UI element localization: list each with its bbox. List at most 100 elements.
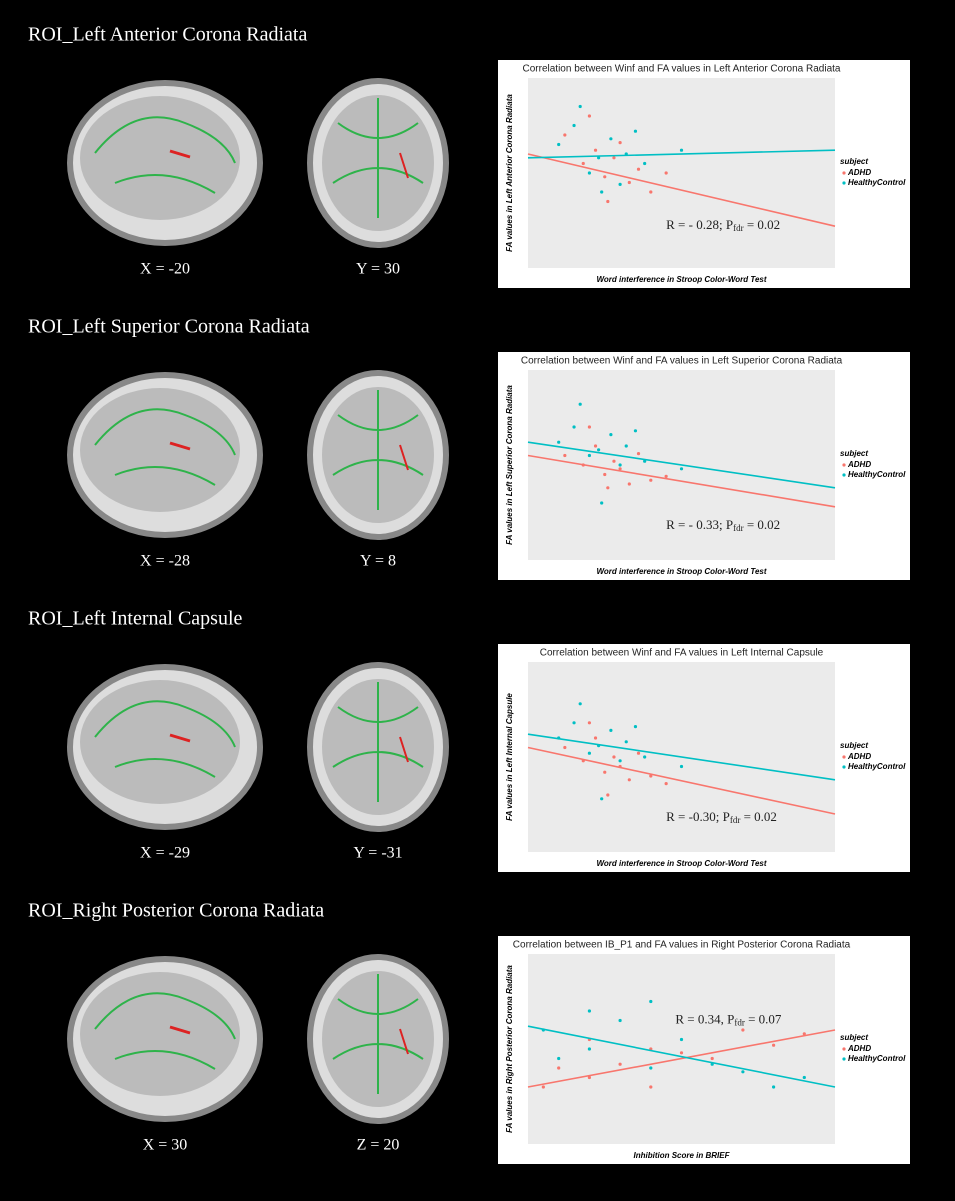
point: [597, 448, 600, 451]
point: [637, 752, 640, 755]
point: [612, 460, 615, 463]
legend-key: [842, 765, 845, 768]
page: ROI_Left Anterior Corona RadiataX = -20Y…: [0, 0, 955, 1201]
point: [649, 190, 652, 193]
point: [588, 114, 591, 117]
point: [588, 1047, 591, 1050]
point: [572, 425, 575, 428]
chart-title: Correlation between Winf and FA values i…: [521, 356, 843, 367]
y-axis-label: FA values in Right Posterior Corona Radi…: [505, 965, 514, 1133]
brain-tissue: [80, 96, 240, 220]
point: [665, 475, 668, 478]
point: [603, 175, 606, 178]
point: [594, 736, 597, 739]
image-label: X = 30: [143, 1137, 188, 1154]
image-label: Z = 20: [357, 1137, 400, 1154]
roi-title: ROI_Left Internal Capsule: [28, 608, 242, 630]
point: [649, 1066, 652, 1069]
brain-image: [70, 375, 260, 535]
point: [665, 782, 668, 785]
point: [634, 429, 637, 432]
point: [606, 793, 609, 796]
point: [619, 141, 622, 144]
point: [803, 1076, 806, 1079]
annotation: R = 0.34, Pfdr = 0.07: [675, 1011, 782, 1027]
chart-title: Correlation between Winf and FA values i…: [540, 648, 824, 659]
annotation-rest: = 0.02: [740, 809, 777, 824]
legend-entry: ADHD: [847, 460, 871, 469]
point: [612, 755, 615, 758]
point: [619, 1019, 622, 1022]
annotation-text: R = 0.34, P: [675, 1011, 734, 1026]
roi-title: ROI_Right Posterior Corona Radiata: [28, 900, 324, 922]
point: [628, 181, 631, 184]
legend-key: [842, 171, 845, 174]
x-axis-label: Inhibition Score in BRIEF: [634, 1151, 731, 1160]
point: [628, 778, 631, 781]
annotation: R = -0.30; Pfdr = 0.02: [666, 809, 777, 825]
point: [634, 130, 637, 133]
point: [594, 444, 597, 447]
point: [680, 1051, 683, 1054]
point: [637, 168, 640, 171]
image-label: X = -28: [140, 553, 190, 570]
legend-entry: HealthyControl: [848, 762, 906, 771]
point: [680, 765, 683, 768]
figure: ROI_Left Anterior Corona RadiataX = -20Y…: [0, 0, 955, 1196]
legend-title: subject: [840, 741, 868, 750]
point: [772, 1085, 775, 1088]
brain-image: [70, 667, 260, 827]
point: [582, 162, 585, 165]
brain-tissue: [80, 972, 240, 1096]
point: [542, 1085, 545, 1088]
point: [609, 729, 612, 732]
legend-key: [842, 181, 845, 184]
point: [637, 452, 640, 455]
annotation-text: R = - 0.33; P: [666, 517, 733, 532]
point: [588, 752, 591, 755]
legend-title: subject: [840, 1033, 868, 1042]
annotation-rest: = 0.07: [745, 1011, 782, 1026]
point: [557, 143, 560, 146]
brain-image: [70, 959, 260, 1119]
brain-tissue: [80, 680, 240, 804]
point: [609, 137, 612, 140]
point: [741, 1070, 744, 1073]
x-axis-label: Word interference in Stroop Color-Word T…: [596, 859, 766, 868]
roi-title: ROI_Left Anterior Corona Radiata: [28, 24, 307, 46]
roi-title: ROI_Left Superior Corona Radiata: [28, 316, 310, 338]
point: [619, 759, 622, 762]
point: [588, 454, 591, 457]
legend-title: subject: [840, 157, 868, 166]
plot-area: [528, 78, 835, 268]
brain-image: [310, 373, 446, 537]
point: [600, 797, 603, 800]
point: [603, 473, 606, 476]
point: [625, 444, 628, 447]
point: [588, 425, 591, 428]
point: [772, 1044, 775, 1047]
y-axis-label: FA values in Left Internal Capsule: [505, 693, 514, 821]
point: [588, 1009, 591, 1012]
legend-entry: ADHD: [847, 752, 871, 761]
annotation-sub: fdr: [730, 815, 741, 825]
point: [625, 740, 628, 743]
point: [579, 105, 582, 108]
point: [649, 479, 652, 482]
point: [680, 467, 683, 470]
point: [600, 190, 603, 193]
point: [563, 454, 566, 457]
brain-image: [310, 81, 446, 245]
point: [609, 433, 612, 436]
point: [665, 171, 668, 174]
point: [619, 1063, 622, 1066]
annotation-rest: = 0.02: [744, 517, 781, 532]
annotation-text: R = -0.30; P: [666, 809, 730, 824]
point: [619, 463, 622, 466]
legend-key: [842, 1057, 845, 1060]
x-axis-label: Word interference in Stroop Color-Word T…: [596, 567, 766, 576]
point: [680, 149, 683, 152]
legend-entry: ADHD: [847, 1044, 871, 1053]
chart-title: Correlation between Winf and FA values i…: [523, 64, 841, 75]
annotation-rest: = 0.02: [744, 217, 781, 232]
